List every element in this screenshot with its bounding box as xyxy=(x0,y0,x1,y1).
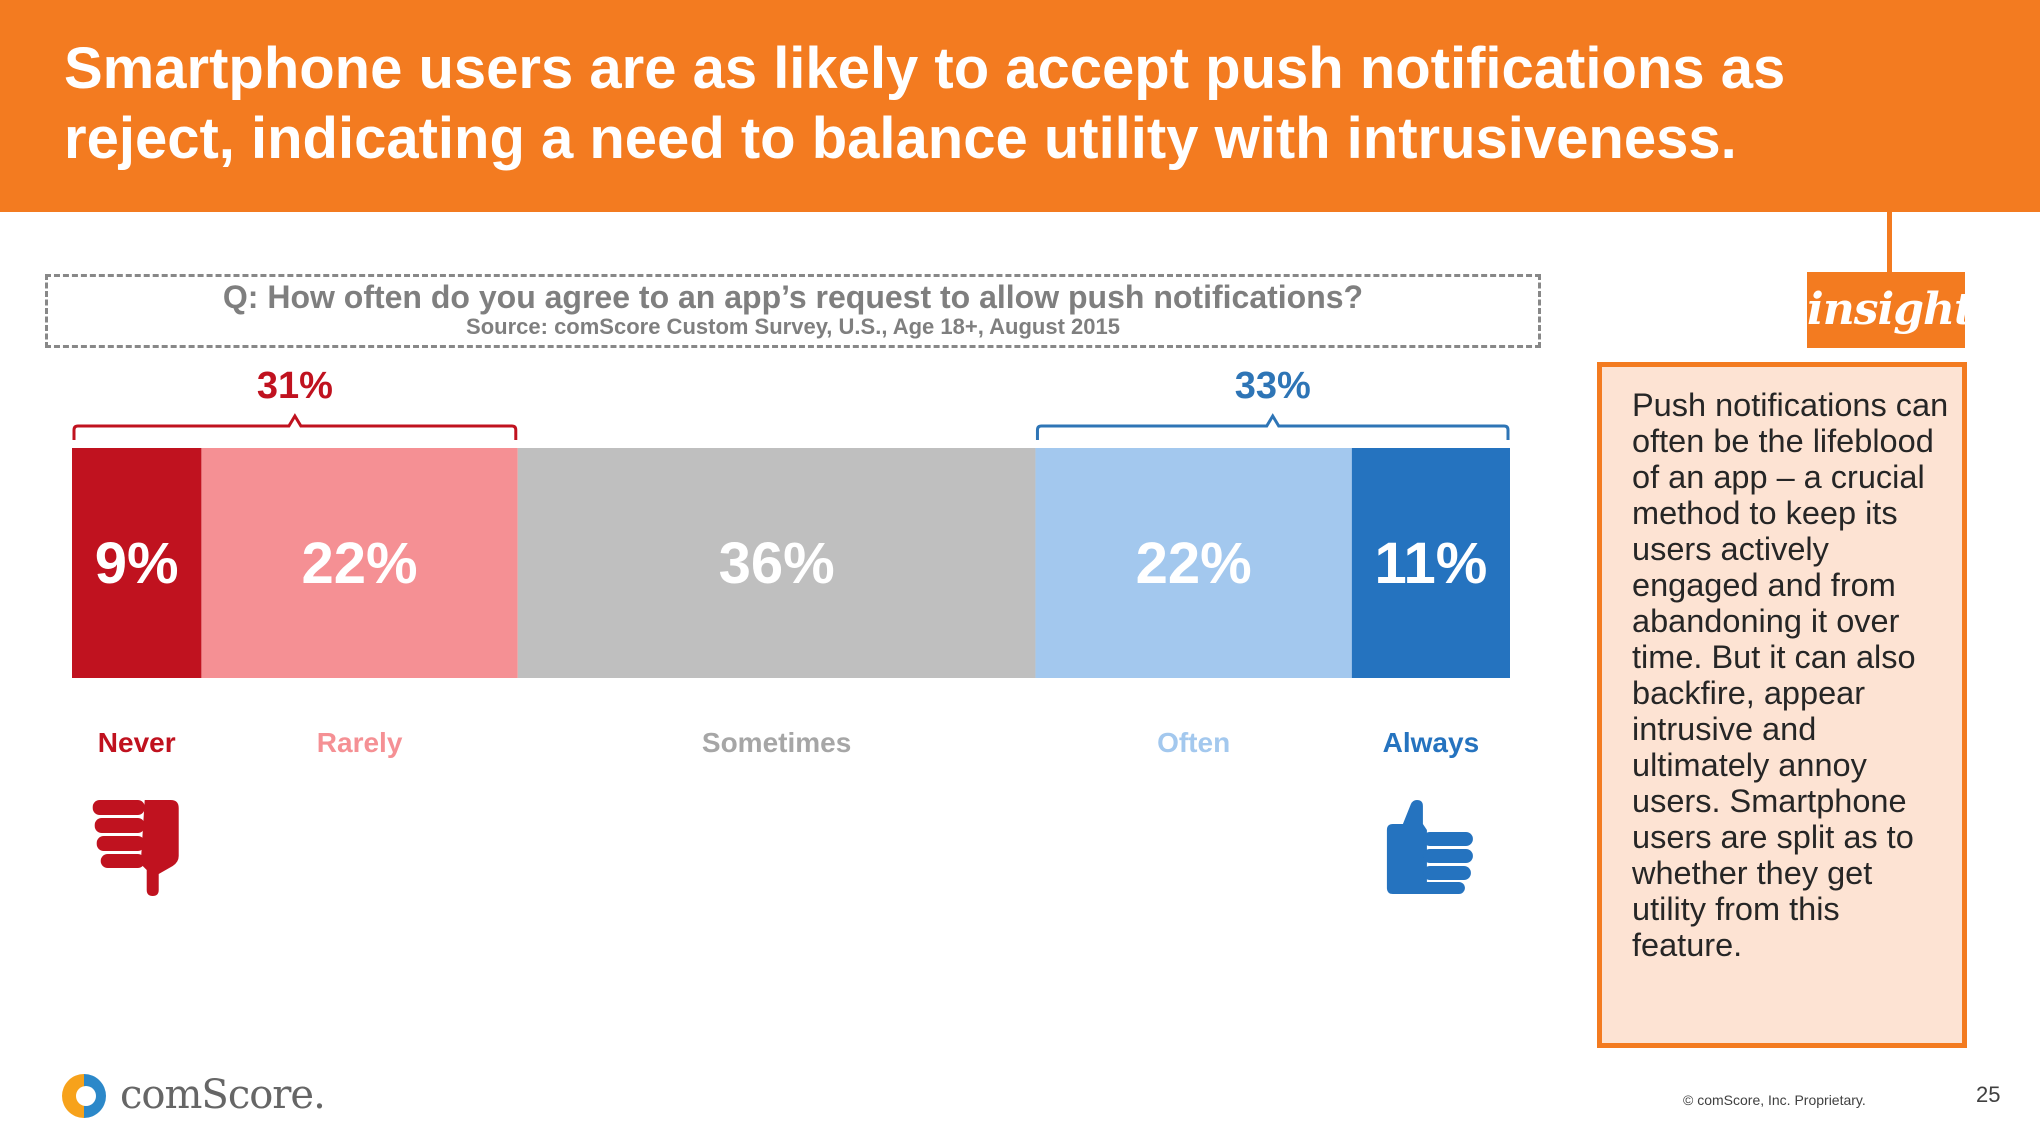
category-label: Sometimes xyxy=(702,727,851,758)
bracket-line xyxy=(72,413,518,440)
source-text: Source: comScore Custom Survey, U.S., Ag… xyxy=(466,314,1120,339)
header-banner: Smartphone users are as likely to accept… xyxy=(0,0,2040,212)
insight-connector-line xyxy=(1887,212,1892,272)
copyright-text: © comScore, Inc. Proprietary. xyxy=(1683,1092,1866,1108)
thumbs-up-icon xyxy=(1386,800,1473,894)
bar-value-label: 22% xyxy=(302,531,418,596)
category-label: Often xyxy=(1157,727,1230,758)
question-text: Q: How often do you agree to an app’s re… xyxy=(222,279,1364,315)
bar-segment-sometimes xyxy=(517,448,1036,678)
bracket-total-label: 31% xyxy=(257,365,333,407)
insight-box: Push notifications can often be the life… xyxy=(1597,362,1967,1048)
bar-value-label: 36% xyxy=(719,531,835,596)
bar-segment-rarely xyxy=(201,448,518,678)
thumbs-down-icon xyxy=(92,800,179,896)
question-box: Q: How often do you agree to an app’s re… xyxy=(45,274,1541,348)
comscore-logo-text: comScore. xyxy=(120,1072,326,1118)
bar-value-label: 11% xyxy=(1374,531,1487,596)
insight-text: Push notifications can often be the life… xyxy=(1632,387,1949,963)
page-number: 25 xyxy=(1976,1082,2001,1107)
bar-value-label: 9% xyxy=(95,531,179,596)
comscore-logo-icon xyxy=(62,1074,106,1118)
insight-tag: insight xyxy=(1807,272,1974,348)
bar-segment-always xyxy=(1351,448,1510,678)
bracket-line xyxy=(1035,413,1510,440)
category-label: Always xyxy=(1383,727,1480,758)
category-label: Never xyxy=(98,727,176,758)
bar-segment-often xyxy=(1035,448,1352,678)
slide-title: Smartphone users are as likely to accept… xyxy=(64,36,1786,171)
category-label: Rarely xyxy=(317,727,403,758)
bar-segment-never xyxy=(72,448,202,678)
bracket-total-label: 33% xyxy=(1235,365,1311,407)
bar-value-label: 22% xyxy=(1136,531,1252,596)
